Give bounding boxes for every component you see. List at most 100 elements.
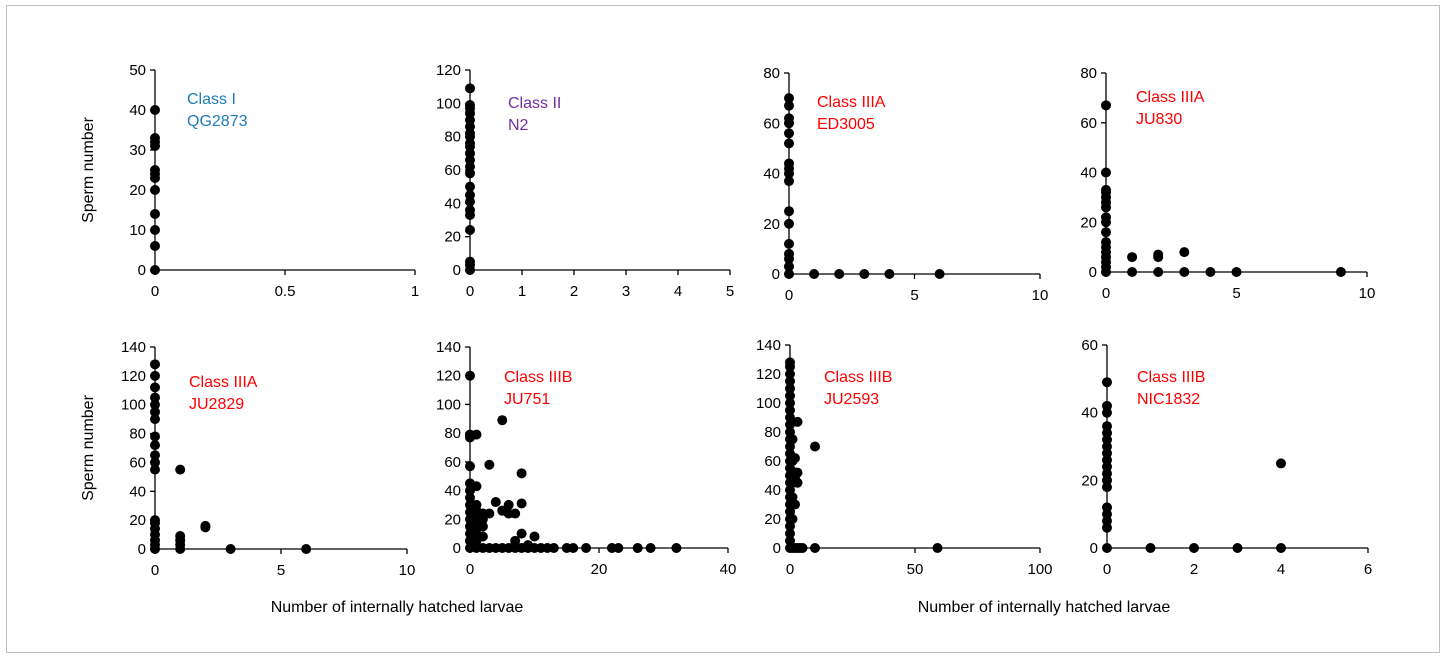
class-annotation: Class IIIA bbox=[817, 94, 886, 111]
data-point bbox=[784, 138, 794, 149]
data-point bbox=[471, 499, 482, 510]
data-point bbox=[150, 359, 160, 370]
strain-annotation: JU830 bbox=[1136, 111, 1182, 128]
data-point bbox=[792, 477, 803, 488]
y-tick-label: 20 bbox=[129, 512, 146, 529]
data-point bbox=[581, 543, 592, 553]
data-point bbox=[150, 165, 160, 175]
data-point bbox=[790, 499, 800, 510]
data-point bbox=[150, 450, 160, 461]
strain-annotation: QG2873 bbox=[187, 113, 248, 130]
class-annotation: Class IIIA bbox=[1136, 89, 1205, 106]
data-point bbox=[1205, 267, 1216, 277]
data-point bbox=[790, 453, 800, 464]
data-point bbox=[516, 468, 527, 479]
y-tick-label: 80 bbox=[764, 424, 781, 441]
class-annotation: Class IIIA bbox=[189, 374, 258, 391]
strain-annotation: JU2829 bbox=[189, 396, 244, 413]
x-tick-label: 2 bbox=[570, 283, 578, 300]
x-tick-label: 5 bbox=[910, 287, 918, 304]
x-tick-label: 0 bbox=[1102, 285, 1110, 302]
data-point bbox=[784, 238, 794, 249]
class-annotation: Class II bbox=[508, 95, 561, 112]
data-point bbox=[613, 543, 624, 553]
data-point bbox=[477, 521, 488, 532]
y-tick-label: 20 bbox=[1081, 472, 1098, 489]
data-point bbox=[784, 158, 794, 169]
data-point bbox=[1101, 167, 1111, 178]
x-tick-label: 2 bbox=[1190, 561, 1198, 578]
data-point bbox=[150, 431, 160, 442]
x-tick-label: 0 bbox=[1103, 561, 1111, 578]
data-point bbox=[1276, 543, 1286, 553]
data-point bbox=[785, 528, 795, 539]
x-tick-label: 100 bbox=[1027, 561, 1052, 578]
y-tick-label: 40 bbox=[444, 483, 461, 500]
data-point bbox=[484, 508, 495, 519]
x-tick-label: 6 bbox=[1364, 561, 1372, 578]
data-point bbox=[1153, 267, 1164, 277]
y-tick-label: 40 bbox=[764, 482, 781, 499]
x-axis-label-right: Number of internally hatched larvae bbox=[918, 599, 1171, 616]
data-point bbox=[150, 133, 160, 143]
data-point bbox=[150, 440, 160, 451]
y-axis-label: Sperm number bbox=[80, 394, 97, 500]
scatter-panel-8: 0 20 40 60 0 2 4 6 Class IIIB NIC1832 bbox=[1081, 337, 1372, 578]
y-tick-label: 80 bbox=[763, 65, 780, 82]
x-tick-label: 1 bbox=[411, 283, 419, 300]
data-point bbox=[1189, 543, 1199, 553]
y-tick-label: 60 bbox=[444, 162, 461, 179]
y-tick-label: 40 bbox=[129, 102, 146, 119]
data-point bbox=[797, 543, 808, 553]
y-tick-label: 30 bbox=[129, 142, 146, 159]
data-point bbox=[1102, 502, 1112, 513]
y-tick-label: 0 bbox=[138, 541, 146, 558]
data-point bbox=[510, 508, 521, 519]
data-point bbox=[1101, 227, 1111, 238]
data-point bbox=[1231, 267, 1242, 277]
data-point bbox=[465, 83, 475, 94]
data-point bbox=[465, 181, 475, 192]
data-point bbox=[150, 265, 160, 275]
data-point bbox=[150, 414, 160, 425]
data-point bbox=[784, 100, 794, 111]
data-point bbox=[785, 376, 795, 387]
data-point bbox=[465, 461, 475, 472]
y-tick-label: 60 bbox=[129, 454, 146, 471]
y-tick-label: 80 bbox=[444, 129, 461, 146]
x-tick-label: 0.5 bbox=[275, 283, 296, 300]
class-annotation: Class IIIB bbox=[1137, 369, 1205, 386]
data-point bbox=[859, 269, 870, 279]
data-point bbox=[150, 105, 160, 115]
data-point bbox=[1102, 400, 1112, 411]
class-annotation: Class IIIB bbox=[504, 369, 572, 386]
data-point bbox=[150, 406, 160, 417]
data-point bbox=[1102, 421, 1112, 432]
x-tick-label: 5 bbox=[726, 283, 734, 300]
y-tick-label: 0 bbox=[773, 540, 781, 557]
strain-annotation: JU2593 bbox=[824, 391, 879, 408]
y-tick-label: 0 bbox=[1090, 540, 1098, 557]
data-point bbox=[465, 492, 475, 503]
scatter-panel-2: 0 20 40 60 80 100 120 0 1 2 3 4 5 Class II N2 bbox=[436, 62, 734, 300]
strain-annotation: ED3005 bbox=[817, 116, 875, 133]
data-point bbox=[787, 514, 798, 524]
data-point bbox=[1145, 543, 1156, 553]
data-point bbox=[490, 497, 501, 508]
data-point bbox=[150, 241, 160, 251]
data-point bbox=[465, 225, 475, 235]
data-point bbox=[884, 269, 895, 279]
x-tick-label: 3 bbox=[622, 283, 630, 300]
data-point bbox=[1101, 237, 1111, 248]
y-tick-label: 120 bbox=[756, 366, 781, 383]
y-tick-label: 20 bbox=[763, 216, 780, 233]
data-point bbox=[785, 357, 795, 368]
x-tick-label: 5 bbox=[1232, 285, 1240, 302]
y-tick-label: 60 bbox=[1080, 115, 1097, 132]
data-point bbox=[150, 209, 160, 219]
x-axis-label-left: Number of internally hatched larvae bbox=[271, 599, 524, 616]
data-point bbox=[784, 128, 794, 139]
data-point bbox=[834, 269, 845, 279]
